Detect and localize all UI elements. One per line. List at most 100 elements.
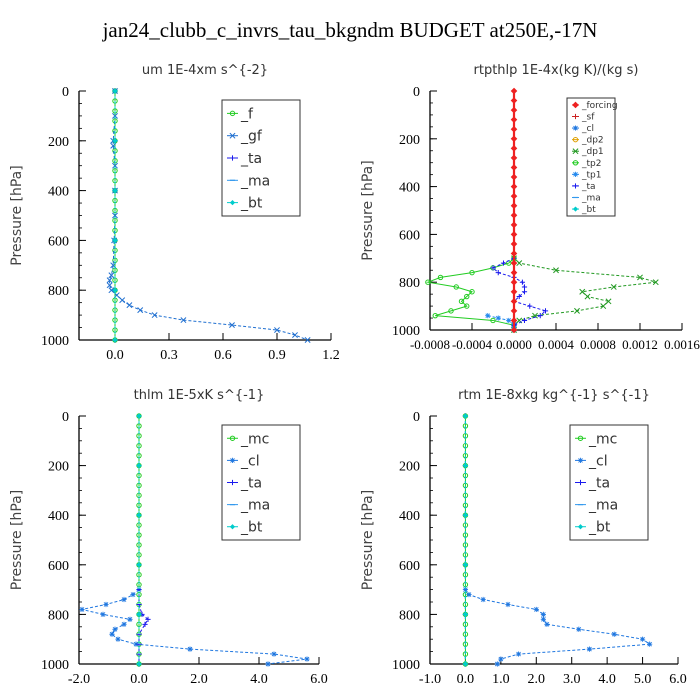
y-tick-label: 200 <box>48 135 69 150</box>
data-point <box>115 636 121 642</box>
x-tick-label: 4.0 <box>598 672 616 687</box>
x-tick-label: 0.9 <box>268 348 286 363</box>
data-point <box>510 202 518 210</box>
data-point <box>611 631 617 637</box>
legend-marker <box>229 457 236 463</box>
data-point <box>510 211 518 219</box>
data-point <box>133 641 139 647</box>
data-point <box>544 621 550 627</box>
y-tick-label: 600 <box>48 234 69 249</box>
data-point <box>516 293 522 300</box>
data-point <box>510 307 518 315</box>
data-point <box>137 307 144 314</box>
legend-marker <box>229 110 236 117</box>
y-tick-label: 0 <box>62 410 69 425</box>
legend-label: _ma <box>240 173 270 189</box>
legend-marker <box>572 206 579 212</box>
panel-title: um 1E-4xm s^{-2} <box>142 63 268 78</box>
data-point <box>500 260 507 266</box>
y-tick-label: 200 <box>48 460 69 475</box>
legend-label: _mc <box>588 431 617 447</box>
x-tick-label: -1.0 <box>419 672 441 687</box>
x-tick-label: 0.0000 <box>496 337 532 352</box>
legend-label: _forcing <box>581 101 618 111</box>
y-tick-label: 1000 <box>392 658 420 673</box>
data-point <box>119 297 126 304</box>
data-point <box>521 284 528 290</box>
x-tick-label: 0.0016 <box>664 337 700 352</box>
data-point <box>453 284 459 290</box>
data-point <box>108 287 115 294</box>
y-tick-label: 0 <box>413 410 420 425</box>
data-point <box>480 596 486 603</box>
legend-label: _bt <box>581 205 596 215</box>
legend-marker <box>572 125 579 131</box>
data-point <box>469 269 475 276</box>
data-point <box>537 313 543 319</box>
data-point <box>274 327 280 333</box>
series-line-cl <box>81 589 308 665</box>
data-point <box>151 312 158 319</box>
data-point <box>510 298 518 305</box>
legend-marker <box>577 524 584 530</box>
data-point <box>510 164 518 171</box>
x-tick-label: 0.0012 <box>622 337 658 352</box>
legend-label: _tp2 <box>581 159 601 169</box>
legend: _forcing _sf_cl _dp2_dp1 _tp2_tp1 _ta_ma _bt <box>566 97 618 217</box>
y-tick-label: 400 <box>399 509 420 524</box>
data-point <box>584 293 591 300</box>
legend-marker <box>572 171 579 177</box>
data-point <box>490 265 496 271</box>
data-point <box>574 307 580 314</box>
data-point <box>576 626 582 632</box>
data-point <box>510 326 518 334</box>
data-point <box>605 298 612 305</box>
y-axis-label: Pressure [hPa] <box>360 490 376 590</box>
data-point <box>637 274 643 281</box>
data-point <box>462 463 469 469</box>
data-point <box>462 661 469 667</box>
x-tick-label: 1.0 <box>492 672 510 687</box>
data-point <box>495 315 501 321</box>
legend-label: _ta <box>588 476 610 492</box>
panel-thlm: thlm 1E-5xK s^{-1} Pressure [hPa] 0 200 400 6… <box>9 388 328 687</box>
y-axis-label: Pressure [hPa] <box>360 160 376 260</box>
data-point <box>510 173 518 181</box>
x-tick-label: -0.0008 <box>410 337 450 352</box>
series-line-ta <box>492 257 547 330</box>
data-point <box>462 512 469 518</box>
legend-label: _bt <box>240 520 263 536</box>
data-point <box>515 651 522 657</box>
legend-label: _ta <box>581 182 596 192</box>
series-line-tp2 <box>425 257 515 330</box>
x-tick-label: 2.0 <box>190 672 208 687</box>
data-point <box>600 303 607 310</box>
panel-um: um 1E-4xm s^{-2} Pressure [hPa] 0 200 400 600… <box>9 63 340 363</box>
data-point <box>103 601 109 608</box>
legend-marker <box>229 435 236 441</box>
data-point <box>462 587 469 593</box>
y-tick-label: 600 <box>399 559 420 574</box>
data-point <box>136 463 142 469</box>
data-point <box>304 337 311 343</box>
data-point <box>510 97 518 104</box>
y-tick-label: 400 <box>399 181 420 196</box>
legend-marker <box>229 479 236 486</box>
y-tick-label: 1000 <box>41 334 69 349</box>
y-tick-label: 800 <box>48 608 69 623</box>
x-tick-label: 4.0 <box>250 672 268 687</box>
data-point <box>145 616 151 622</box>
data-point <box>106 282 113 289</box>
x-tick-label: 0.0008 <box>580 337 616 352</box>
series-line-tp1 <box>487 315 515 330</box>
data-point <box>136 512 142 518</box>
panel-rtpthlp: rtpthlp 1E-4x(kg K)/(kg s) Pressure [hPa]… <box>360 63 700 352</box>
legend-label: _sf <box>581 113 595 123</box>
data-point <box>112 162 118 169</box>
legend-label: _gf <box>240 129 263 145</box>
y-tick-label: 600 <box>48 559 69 574</box>
data-point <box>498 656 504 662</box>
data-point <box>265 661 271 667</box>
data-point <box>229 322 235 329</box>
data-point <box>510 250 518 257</box>
